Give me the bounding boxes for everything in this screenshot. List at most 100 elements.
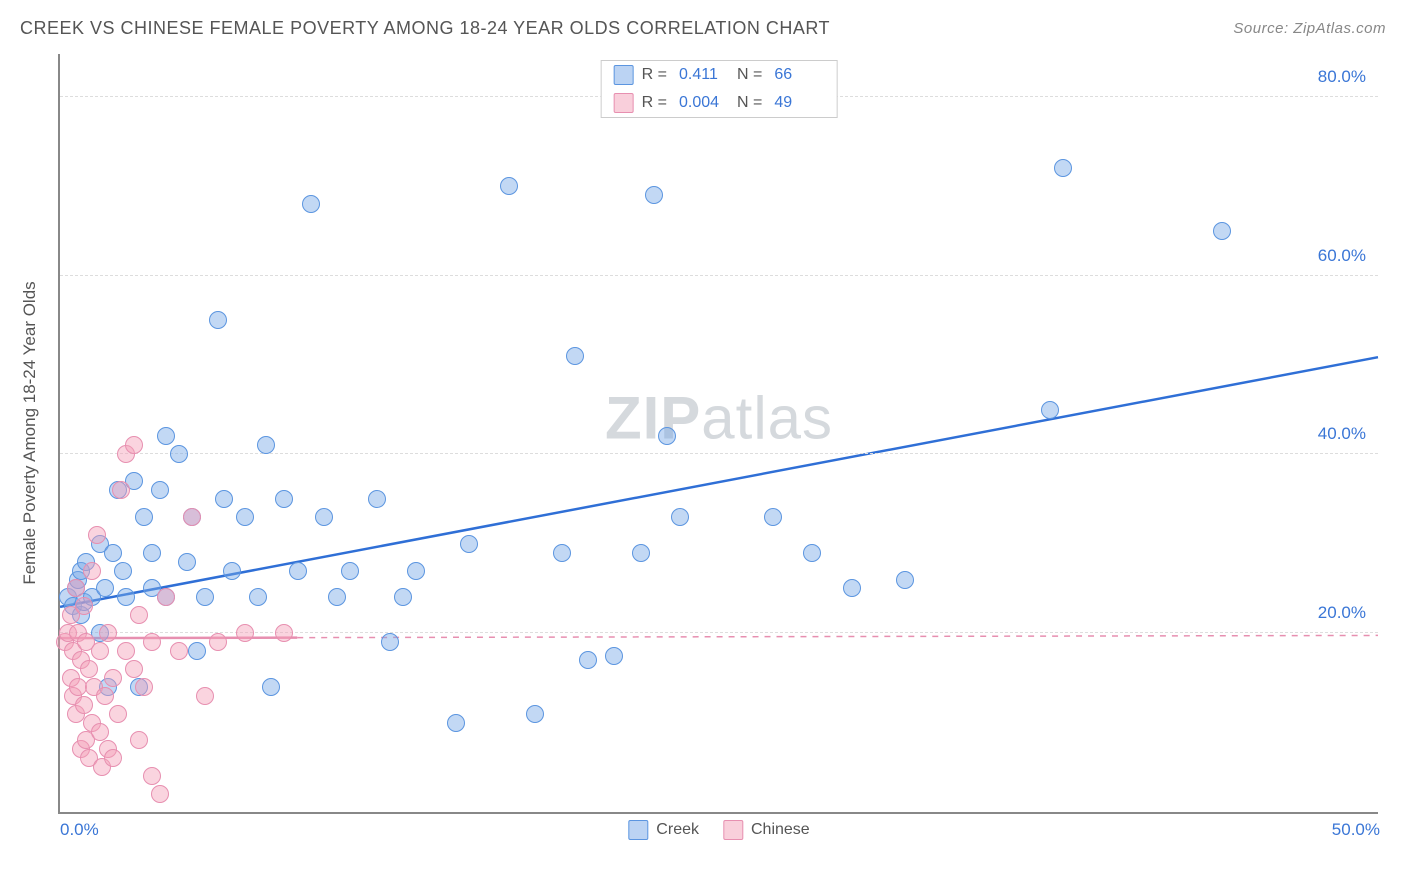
- legend-swatch: [614, 65, 634, 85]
- gridline: [60, 453, 1378, 454]
- chart-header: CREEK VS CHINESE FEMALE POVERTY AMONG 18…: [20, 18, 1386, 39]
- data-point: [249, 588, 267, 606]
- data-point: [460, 535, 478, 553]
- data-point: [289, 562, 307, 580]
- data-point: [209, 311, 227, 329]
- data-point: [157, 588, 175, 606]
- source-attribution: Source: ZipAtlas.com: [1233, 20, 1386, 37]
- data-point: [315, 508, 333, 526]
- y-tick-label: 40.0%: [1318, 424, 1366, 444]
- source-name: ZipAtlas.com: [1293, 20, 1386, 37]
- data-point: [91, 642, 109, 660]
- legend-r-value: 0.411: [679, 66, 729, 84]
- plot-area: ZIPatlas Female Poverty Among 18-24 Year…: [58, 54, 1378, 844]
- data-point: [83, 562, 101, 580]
- data-point: [135, 508, 153, 526]
- data-point: [566, 347, 584, 365]
- data-point: [125, 660, 143, 678]
- data-point: [170, 642, 188, 660]
- data-point: [407, 562, 425, 580]
- data-point: [67, 579, 85, 597]
- data-point: [114, 562, 132, 580]
- data-point: [104, 544, 122, 562]
- data-point: [381, 633, 399, 651]
- data-point: [236, 508, 254, 526]
- data-point: [275, 624, 293, 642]
- data-point: [1041, 401, 1059, 419]
- data-point: [91, 723, 109, 741]
- data-point: [394, 588, 412, 606]
- data-point: [117, 642, 135, 660]
- data-point: [553, 544, 571, 562]
- data-point: [143, 633, 161, 651]
- x-tick-label: 0.0%: [60, 820, 99, 840]
- legend-label: Chinese: [751, 821, 810, 839]
- legend-item: Creek: [628, 820, 699, 840]
- y-tick-label: 20.0%: [1318, 603, 1366, 623]
- data-point: [209, 633, 227, 651]
- legend-swatch: [628, 820, 648, 840]
- data-point: [96, 687, 114, 705]
- data-point: [262, 678, 280, 696]
- data-point: [671, 508, 689, 526]
- series-legend: Creek Chinese: [628, 820, 809, 840]
- legend-swatch: [723, 820, 743, 840]
- data-point: [658, 427, 676, 445]
- x-tick-label: 50.0%: [1332, 820, 1380, 840]
- data-point: [500, 177, 518, 195]
- data-point: [1054, 159, 1072, 177]
- data-point: [188, 642, 206, 660]
- correlation-legend: R = 0.411 N = 66 R = 0.004 N = 49: [601, 60, 838, 118]
- data-point: [170, 445, 188, 463]
- legend-row: R = 0.411 N = 66: [602, 61, 837, 89]
- data-point: [157, 427, 175, 445]
- data-point: [896, 571, 914, 589]
- y-tick-label: 60.0%: [1318, 246, 1366, 266]
- legend-n-value: 66: [774, 66, 824, 84]
- data-point: [645, 186, 663, 204]
- gridline: [60, 632, 1378, 633]
- data-point: [196, 588, 214, 606]
- data-point: [135, 678, 153, 696]
- data-point: [80, 660, 98, 678]
- source-label: Source:: [1233, 20, 1288, 37]
- legend-label: Creek: [656, 821, 699, 839]
- gridline: [60, 275, 1378, 276]
- data-point: [843, 579, 861, 597]
- data-point: [151, 785, 169, 803]
- legend-swatch: [614, 93, 634, 113]
- data-point: [104, 669, 122, 687]
- data-point: [764, 508, 782, 526]
- data-point: [605, 647, 623, 665]
- legend-n-value: 49: [774, 94, 824, 112]
- data-point: [328, 588, 346, 606]
- data-point: [341, 562, 359, 580]
- legend-row: R = 0.004 N = 49: [602, 89, 837, 117]
- data-point: [257, 436, 275, 454]
- data-point: [803, 544, 821, 562]
- data-point: [368, 490, 386, 508]
- legend-n-label: N =: [737, 66, 762, 84]
- legend-n-label: N =: [737, 94, 762, 112]
- data-point: [223, 562, 241, 580]
- data-point: [236, 624, 254, 642]
- data-point: [143, 767, 161, 785]
- data-point: [96, 579, 114, 597]
- data-point: [130, 606, 148, 624]
- data-point: [143, 544, 161, 562]
- data-point: [526, 705, 544, 723]
- data-point: [104, 749, 122, 767]
- data-point: [447, 714, 465, 732]
- data-point: [88, 526, 106, 544]
- legend-r-label: R =: [642, 94, 667, 112]
- y-axis-label: Female Poverty Among 18-24 Year Olds: [20, 281, 40, 584]
- data-point: [275, 490, 293, 508]
- data-point: [178, 553, 196, 571]
- data-point: [109, 705, 127, 723]
- data-point: [117, 588, 135, 606]
- data-point: [99, 624, 117, 642]
- legend-r-value: 0.004: [679, 94, 729, 112]
- data-point: [130, 731, 148, 749]
- y-tick-label: 80.0%: [1318, 67, 1366, 87]
- data-point: [112, 481, 130, 499]
